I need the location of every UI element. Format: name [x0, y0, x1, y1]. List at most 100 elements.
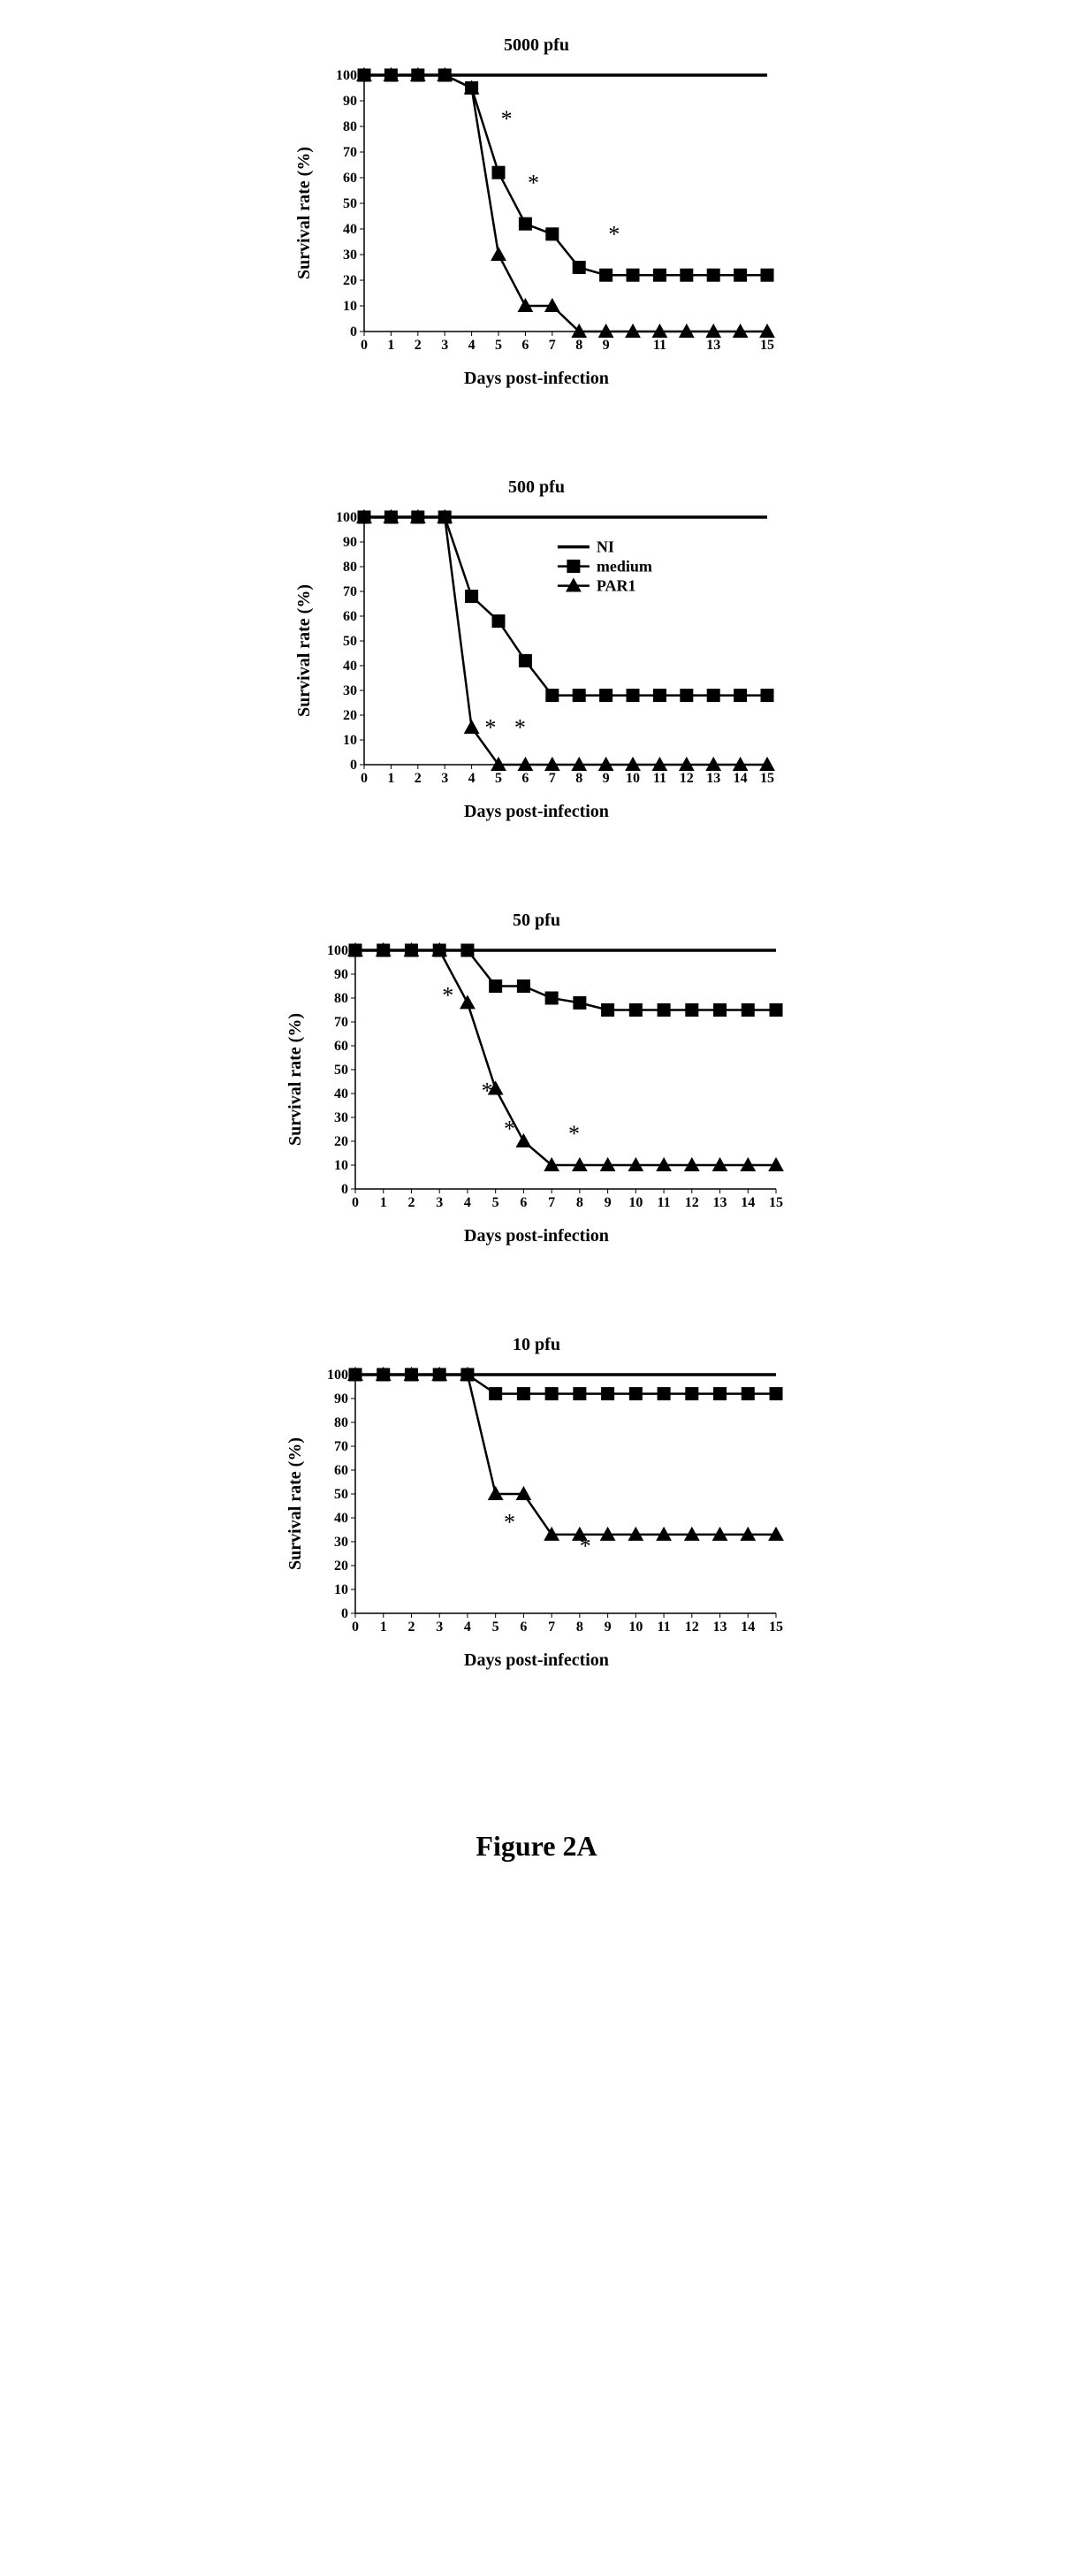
y-axis-label: Survival rate (%) — [285, 1013, 306, 1146]
x-tick-label: 5 — [495, 338, 502, 353]
x-tick-label: 1 — [379, 1620, 386, 1635]
x-tick-label: 8 — [575, 1195, 582, 1210]
series-marker-medium — [680, 690, 692, 702]
asterisk-icon: * — [528, 171, 539, 196]
y-tick-label: 0 — [341, 1606, 348, 1621]
x-tick-label: 13 — [706, 338, 720, 353]
series-marker-medium — [519, 654, 531, 667]
y-tick-label: 80 — [334, 1415, 348, 1430]
x-tick-label: 5 — [491, 1620, 498, 1635]
y-tick-label: 0 — [350, 324, 357, 339]
x-tick-label: 3 — [436, 1620, 443, 1635]
series-marker-medium — [707, 269, 719, 281]
series-line-medium — [355, 1375, 776, 1394]
x-tick-label: 3 — [436, 1195, 443, 1210]
series-marker-medium — [492, 166, 505, 179]
x-tick-label: 0 — [352, 1620, 359, 1635]
x-tick-label: 9 — [604, 1195, 611, 1210]
series-marker-medium — [519, 217, 531, 230]
series-marker-medium — [770, 1004, 782, 1017]
y-tick-label: 30 — [343, 248, 357, 263]
y-tick-label: 80 — [343, 119, 357, 134]
chart-svg: 0102030405060708090100012345678910111213… — [311, 938, 788, 1221]
y-tick-label: 40 — [343, 222, 357, 237]
chart-c50: 50 pfuSurvival rate (%)01020304050607080… — [285, 911, 788, 1246]
x-tick-label: 8 — [575, 771, 582, 786]
x-tick-label: 2 — [414, 338, 421, 353]
y-tick-label: 40 — [343, 659, 357, 674]
series-marker-medium — [573, 996, 585, 1009]
x-tick-label: 11 — [657, 1195, 670, 1210]
x-tick-label: 1 — [379, 1195, 386, 1210]
series-marker-medium — [653, 269, 666, 281]
asterisk-icon: * — [481, 1078, 492, 1103]
series-marker-medium — [734, 690, 746, 702]
chart-wrap: Survival rate (%)01020304050607080901000… — [285, 1362, 788, 1645]
x-tick-label: 6 — [520, 1620, 527, 1635]
y-tick-label: 50 — [334, 1063, 348, 1078]
x-tick-label: 13 — [706, 771, 720, 786]
x-tick-label: 7 — [548, 338, 555, 353]
series-marker-medium — [489, 1388, 501, 1400]
series-marker-PAR1 — [491, 248, 505, 260]
series-marker-medium — [492, 615, 505, 628]
chart-c500: 500 pfuSurvival rate (%)0102030405060708… — [294, 477, 780, 822]
series-marker-medium — [770, 1388, 782, 1400]
y-tick-label: 10 — [343, 733, 357, 748]
x-tick-label: 9 — [602, 338, 609, 353]
y-tick-label: 20 — [334, 1134, 348, 1149]
x-tick-label: 2 — [407, 1620, 415, 1635]
legend-label-NI: NI — [596, 538, 613, 556]
chart-title: 500 pfu — [508, 477, 565, 498]
x-tick-label: 7 — [548, 1620, 555, 1635]
y-axis-label: Survival rate (%) — [294, 147, 315, 279]
chart-svg: 0102030405060708090100012345678910111213… — [320, 505, 780, 796]
x-tick-label: 4 — [463, 1620, 470, 1635]
x-tick-label: 14 — [741, 1195, 755, 1210]
y-axis-label: Survival rate (%) — [285, 1437, 306, 1570]
x-axis-label: Days post-infection — [464, 369, 609, 389]
series-marker-medium — [658, 1004, 670, 1017]
y-tick-label: 100 — [336, 68, 357, 83]
figure-caption: Figure 2A — [476, 1830, 597, 1863]
y-tick-label: 40 — [334, 1511, 348, 1526]
series-marker-medium — [707, 690, 719, 702]
legend-label-PAR1: PAR1 — [596, 577, 635, 595]
x-tick-label: 11 — [652, 771, 666, 786]
x-tick-label: 11 — [652, 338, 666, 353]
y-tick-label: 70 — [334, 1015, 348, 1030]
y-tick-label: 10 — [334, 1158, 348, 1173]
series-marker-medium — [573, 262, 585, 274]
asterisk-icon: * — [579, 1534, 590, 1559]
y-tick-label: 90 — [334, 967, 348, 982]
y-tick-label: 40 — [334, 1086, 348, 1101]
x-tick-label: 6 — [520, 1195, 527, 1210]
y-tick-label: 50 — [343, 634, 357, 649]
y-tick-label: 70 — [343, 584, 357, 599]
y-tick-label: 80 — [334, 991, 348, 1006]
chart-title: 10 pfu — [513, 1335, 560, 1355]
x-tick-label: 14 — [733, 771, 747, 786]
asterisk-icon: * — [568, 1121, 580, 1147]
asterisk-icon: * — [504, 1117, 515, 1142]
x-tick-label: 6 — [521, 338, 529, 353]
series-marker-medium — [573, 1388, 585, 1400]
y-tick-label: 30 — [343, 683, 357, 698]
chart-svg: 01020304050607080901000123456789111315**… — [320, 63, 780, 363]
x-tick-label: 7 — [548, 1195, 555, 1210]
series-marker-medium — [685, 1388, 697, 1400]
series-marker-PAR1 — [516, 1134, 530, 1147]
x-tick-label: 14 — [741, 1620, 755, 1635]
x-tick-label: 2 — [407, 1195, 415, 1210]
series-marker-medium — [573, 690, 585, 702]
asterisk-icon: * — [500, 106, 512, 132]
asterisk-icon: * — [608, 222, 620, 248]
y-tick-label: 90 — [343, 94, 357, 109]
y-tick-label: 60 — [334, 1463, 348, 1478]
y-tick-label: 90 — [343, 535, 357, 550]
chart-wrap: Survival rate (%)01020304050607080901000… — [294, 505, 780, 796]
series-marker-medium — [517, 980, 529, 993]
series-marker-medium — [601, 1388, 613, 1400]
y-tick-label: 70 — [334, 1439, 348, 1454]
series-marker-medium — [713, 1388, 726, 1400]
